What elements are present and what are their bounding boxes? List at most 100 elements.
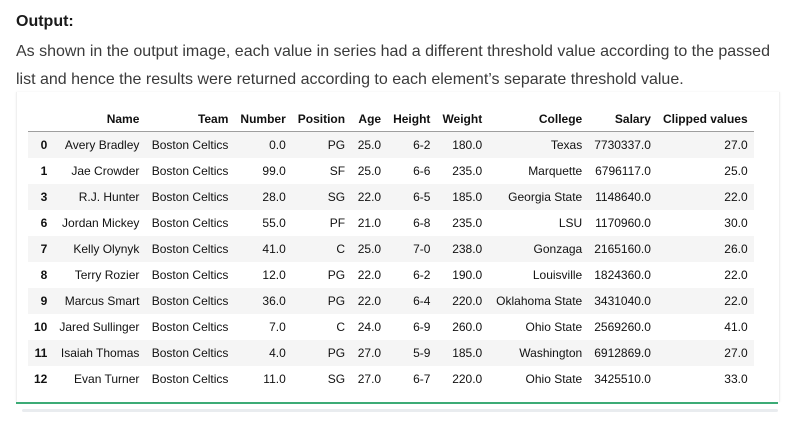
- table-cell: 25.0: [357, 164, 382, 178]
- output-image-panel: [16, 92, 780, 402]
- table-cell: 190.0: [452, 268, 483, 282]
- table-cell: 180.0: [452, 138, 483, 152]
- table-cell: PG: [327, 138, 346, 152]
- table-row: 6 Jordan Mickey Boston Celtics 55.0 PF 21.0 6-…: [28, 210, 754, 236]
- table-cell: SG: [327, 190, 346, 204]
- row-index: 10: [34, 320, 48, 334]
- table-cell: 22.0: [357, 268, 382, 282]
- table-cell: PF: [329, 216, 346, 230]
- table-cell: Isaiah Thomas: [60, 346, 140, 360]
- table-cell: 1170960.0: [595, 216, 651, 230]
- row-index: 11: [34, 346, 48, 360]
- column-header: Number: [234, 106, 292, 132]
- table-cell: 22.0: [357, 294, 382, 308]
- table-cell: 21.0: [357, 216, 382, 230]
- column-header: Age: [351, 106, 388, 132]
- table-cell: PG: [327, 294, 346, 308]
- table-cell: 5-9: [413, 346, 431, 360]
- column-header: Position: [291, 106, 352, 132]
- table-cell: 22.0: [724, 294, 748, 308]
- table-cell: 6-6: [413, 164, 431, 178]
- horizontal-scrollbar[interactable]: [22, 409, 778, 412]
- table-body: 0 Avery Bradley Boston Celtics 0.0 PG 25.0 6-2…: [28, 131, 754, 393]
- table-cell: SG: [327, 372, 346, 386]
- row-index: 9: [40, 294, 48, 308]
- table-cell: 2165160.0: [594, 242, 651, 256]
- table-cell: Washington: [519, 346, 583, 360]
- table-cell: 22.0: [724, 190, 748, 204]
- table-cell: 30.0: [724, 216, 748, 230]
- table-row: 9 Marcus Smart Boston Celtics 36.0 PG 22.0 6-4…: [28, 288, 754, 314]
- table-cell: 220.0: [452, 372, 483, 386]
- table-row: 11 Isaiah Thomas Boston Celtics 4.0 PG 27.0 5-…: [28, 340, 754, 366]
- column-header: Name: [53, 106, 146, 132]
- table-cell: 0.0: [269, 138, 286, 152]
- table-cell: Oklahoma State: [496, 294, 583, 308]
- table-cell: Jordan Mickey: [62, 216, 140, 230]
- column-header: Salary: [588, 106, 657, 132]
- table-cell: 260.0: [452, 320, 483, 334]
- output-description: As shown in the output image, each value…: [16, 43, 770, 88]
- output-heading: Output:: [16, 13, 74, 30]
- table-cell: 6-5: [413, 190, 431, 204]
- table-row: 12 Evan Turner Boston Celtics 11.0 SG 27.0 6-7…: [28, 366, 754, 392]
- panel-accent-border: [16, 402, 778, 404]
- table-row: 0 Avery Bradley Boston Celtics 0.0 PG 25.0 6-2…: [28, 131, 754, 158]
- table-cell: 25.0: [357, 242, 382, 256]
- row-index: 0: [40, 138, 48, 152]
- table-cell: 22.0: [724, 268, 748, 282]
- table-cell: 185.0: [452, 190, 483, 204]
- table-cell: Texas: [550, 138, 583, 152]
- table-cell: 28.0: [262, 190, 286, 204]
- table-cell: 235.0: [452, 216, 483, 230]
- table-cell: Evan Turner: [74, 372, 140, 386]
- column-header: Weight: [436, 106, 489, 132]
- table-cell: 6-4: [413, 294, 431, 308]
- table-cell: 2569260.0: [594, 320, 651, 334]
- table-cell: 12.0: [262, 268, 286, 282]
- column-header: [28, 106, 54, 132]
- table-cell: C: [336, 242, 346, 256]
- table-cell: 6-2: [413, 268, 431, 282]
- table-cell: Boston Celtics: [151, 138, 229, 152]
- table-cell: 7-0: [413, 242, 431, 256]
- table-header-row: Name Team Number Position Age Height Weight Col…: [28, 106, 754, 132]
- table-cell: Marcus Smart: [64, 294, 140, 308]
- table-cell: Boston Celtics: [151, 190, 229, 204]
- table-cell: 7.0: [269, 320, 286, 334]
- table-cell: Jae Crowder: [71, 164, 140, 178]
- column-header: Height: [387, 106, 437, 132]
- table-row: 10 Jared Sullinger Boston Celtics 7.0 C 24.0 6…: [28, 314, 754, 340]
- table-cell: 33.0: [724, 372, 748, 386]
- table-cell: 1148640.0: [595, 190, 651, 204]
- table-cell: Boston Celtics: [151, 346, 229, 360]
- row-index: 1: [40, 164, 48, 178]
- table-cell: 24.0: [357, 320, 382, 334]
- table-cell: Ohio State: [525, 372, 583, 386]
- table-cell: Georgia State: [508, 190, 583, 204]
- table-cell: Ohio State: [525, 320, 583, 334]
- table-cell: 6912869.0: [594, 346, 651, 360]
- column-header: Clipped values: [656, 106, 754, 132]
- row-index: 7: [40, 242, 48, 256]
- table-cell: 7730337.0: [594, 138, 651, 152]
- table-cell: 6-8: [413, 216, 431, 230]
- table-cell: 6-2: [413, 138, 431, 152]
- row-index: 8: [40, 268, 48, 282]
- table-cell: Boston Celtics: [151, 320, 229, 334]
- table-cell: C: [336, 320, 346, 334]
- row-index: 12: [34, 372, 48, 386]
- table-cell: 3425510.0: [594, 372, 651, 386]
- table-cell: 238.0: [452, 242, 483, 256]
- table-cell: 235.0: [452, 164, 483, 178]
- table-cell: 55.0: [262, 216, 286, 230]
- table-cell: PG: [327, 346, 346, 360]
- table-row: 1 Jae Crowder Boston Celtics 99.0 SF 25.0 6-6 2…: [28, 158, 754, 184]
- table-cell: 41.0: [262, 242, 286, 256]
- table-cell: 22.0: [357, 190, 382, 204]
- table-cell: 6796117.0: [595, 164, 651, 178]
- table-cell: 25.0: [357, 138, 382, 152]
- table-cell: SF: [329, 164, 346, 178]
- table-cell: 3431040.0: [594, 294, 651, 308]
- table-cell: Avery Bradley: [64, 138, 140, 152]
